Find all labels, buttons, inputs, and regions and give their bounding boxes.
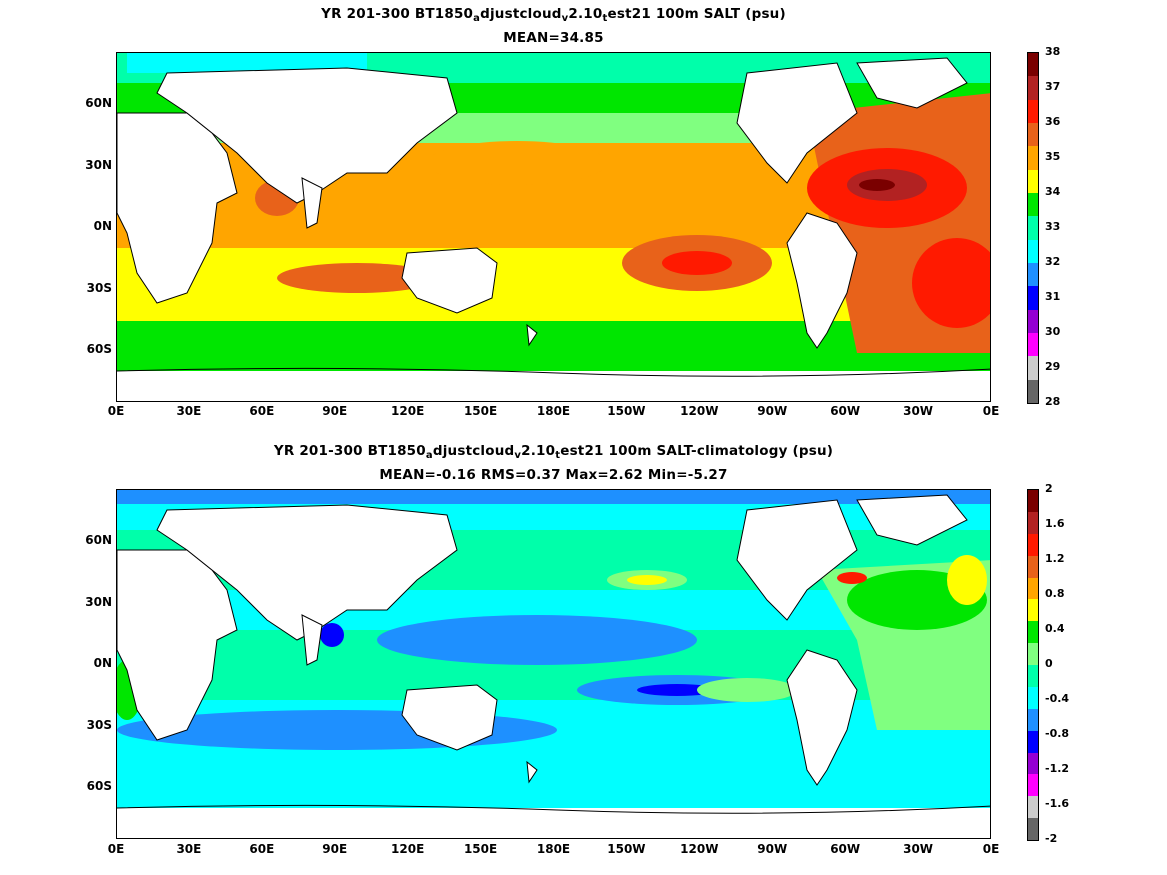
p1-colorbar-label: 36 <box>1045 115 1061 128</box>
p2-colorbar-segment <box>1028 796 1038 819</box>
p1-xtick-9: 90W <box>757 404 788 418</box>
p2-colorbar-segment <box>1028 599 1038 622</box>
p1-colorbar-segment <box>1028 192 1038 217</box>
p1-colorbar-segment <box>1028 286 1038 310</box>
p2-colorbar-segment <box>1028 686 1038 709</box>
p1-colorbar-label: 37 <box>1045 80 1061 93</box>
p2-xtick-2: 60E <box>249 842 275 856</box>
p1-xtick-6: 180E <box>536 404 571 418</box>
p2-colorbar-label: 2 <box>1045 482 1053 495</box>
p1-xtick-3: 90E <box>322 404 348 418</box>
p2-colorbar-segment <box>1028 533 1038 556</box>
p1-colorbar-segment <box>1028 122 1038 147</box>
panel2-colorbar <box>1027 489 1039 841</box>
p2-colorbar-segment <box>1028 621 1038 644</box>
p2-xtick-10: 60W <box>830 842 861 856</box>
p2-ytick-30n: 30N <box>85 595 112 609</box>
p1-colorbar-segment <box>1028 262 1038 287</box>
p2-colorbar-label: 0 <box>1045 657 1053 670</box>
p1-ytick-60s: 60S <box>86 342 112 356</box>
p2-colorbar-segment <box>1028 511 1038 534</box>
p2-colorbar-label: 0.8 <box>1045 587 1065 600</box>
p1-colorbar-segment <box>1028 76 1038 100</box>
p1-colorbar-label: 33 <box>1045 220 1061 233</box>
panel1-colorbar <box>1027 52 1039 404</box>
p2-colorbar-label: -0.8 <box>1045 727 1070 740</box>
p1-colorbar-label: 32 <box>1045 255 1061 268</box>
p2-colorbar-segment <box>1028 708 1038 731</box>
p2-colorbar-label: -2 <box>1045 832 1058 845</box>
panel2-subtitle: MEAN=-0.16 RMS=0.37 Max=2.62 Min=-5.27 <box>379 467 728 483</box>
p2-xtick-3: 90E <box>322 842 348 856</box>
p2-ytick-60n: 60N <box>85 533 112 547</box>
p2-colorbar-label: -1.2 <box>1045 762 1070 775</box>
p1-xtick-2: 60E <box>249 404 275 418</box>
p2-colorbar-segment <box>1028 643 1038 665</box>
p2-xtick-4: 120E <box>391 842 425 856</box>
p2-colorbar-segment <box>1028 490 1038 512</box>
p2-xtick-6: 180E <box>536 842 571 856</box>
p1-colorbar-segment <box>1028 309 1038 333</box>
p1-colorbar-label: 35 <box>1045 150 1061 163</box>
p2-xtick-0: 0E <box>107 842 125 856</box>
p1-colorbar-segment <box>1028 53 1038 77</box>
p1-xtick-8: 120W <box>680 404 719 418</box>
panel2-title: YR 201-300 BT1850adjustcloudv2.10test21 … <box>273 443 834 461</box>
p2-xtick-5: 150E <box>463 842 498 856</box>
p1-xtick-5: 150E <box>463 404 498 418</box>
p2-colorbar-segment <box>1028 665 1038 687</box>
p1-colorbar-segment <box>1028 332 1038 357</box>
panel1-title: YR 201-300 BT1850adjustcloudv2.10test21 … <box>321 6 786 24</box>
p1-xtick-7: 150W <box>607 404 646 418</box>
p1-colorbar-label: 31 <box>1045 290 1061 303</box>
p1-colorbar-label: 28 <box>1045 395 1061 408</box>
p2-xtick-12: 0E <box>982 842 1000 856</box>
p2-ytick-60s: 60S <box>86 779 112 793</box>
p1-xtick-1: 30E <box>176 404 202 418</box>
p1-colorbar-segment <box>1028 146 1038 170</box>
p2-colorbar-segment <box>1028 774 1038 797</box>
p2-xtick-8: 120W <box>680 842 719 856</box>
p1-colorbar-segment <box>1028 99 1038 123</box>
p2-ytick-30s: 30S <box>86 718 112 732</box>
p2-xtick-7: 150W <box>607 842 646 856</box>
p2-colorbar-segment <box>1028 555 1038 578</box>
p2-colorbar-label: 1.6 <box>1045 517 1065 530</box>
p2-colorbar-label: -0.4 <box>1045 692 1070 705</box>
p2-colorbar-segment <box>1028 818 1038 840</box>
p1-ytick-0n: 0N <box>93 219 112 233</box>
p1-xtick-11: 30W <box>903 404 934 418</box>
p2-colorbar-segment <box>1028 752 1038 775</box>
p1-colorbar-segment <box>1028 216 1038 240</box>
p1-colorbar-label: 30 <box>1045 325 1061 338</box>
p1-ytick-30n: 30N <box>85 158 112 172</box>
p1-xtick-0: 0E <box>107 404 125 418</box>
p1-ytick-30s: 30S <box>86 281 112 295</box>
p1-colorbar-segment <box>1028 379 1038 403</box>
p1-colorbar-segment <box>1028 169 1038 193</box>
p2-colorbar-label: -1.6 <box>1045 797 1070 810</box>
p1-colorbar-segment <box>1028 239 1038 263</box>
p1-colorbar-segment <box>1028 356 1038 380</box>
p1-xtick-4: 120E <box>391 404 425 418</box>
p2-xtick-1: 30E <box>176 842 202 856</box>
p2-xtick-11: 30W <box>903 842 934 856</box>
p1-colorbar-label: 34 <box>1045 185 1061 198</box>
p2-xtick-9: 90W <box>757 842 788 856</box>
p2-colorbar-segment <box>1028 577 1038 600</box>
panel2-map <box>116 489 991 839</box>
p2-ytick-0n: 0N <box>93 656 112 670</box>
p1-colorbar-label: 29 <box>1045 360 1061 373</box>
panel1-map <box>116 52 991 402</box>
panel1-subtitle: MEAN=34.85 <box>503 30 604 46</box>
p1-xtick-12: 0E <box>982 404 1000 418</box>
p2-colorbar-segment <box>1028 730 1038 753</box>
p2-colorbar-label: 1.2 <box>1045 552 1065 565</box>
p1-xtick-10: 60W <box>830 404 861 418</box>
p2-colorbar-label: 0.4 <box>1045 622 1065 635</box>
p1-ytick-60n: 60N <box>85 96 112 110</box>
p1-colorbar-label: 38 <box>1045 45 1061 58</box>
